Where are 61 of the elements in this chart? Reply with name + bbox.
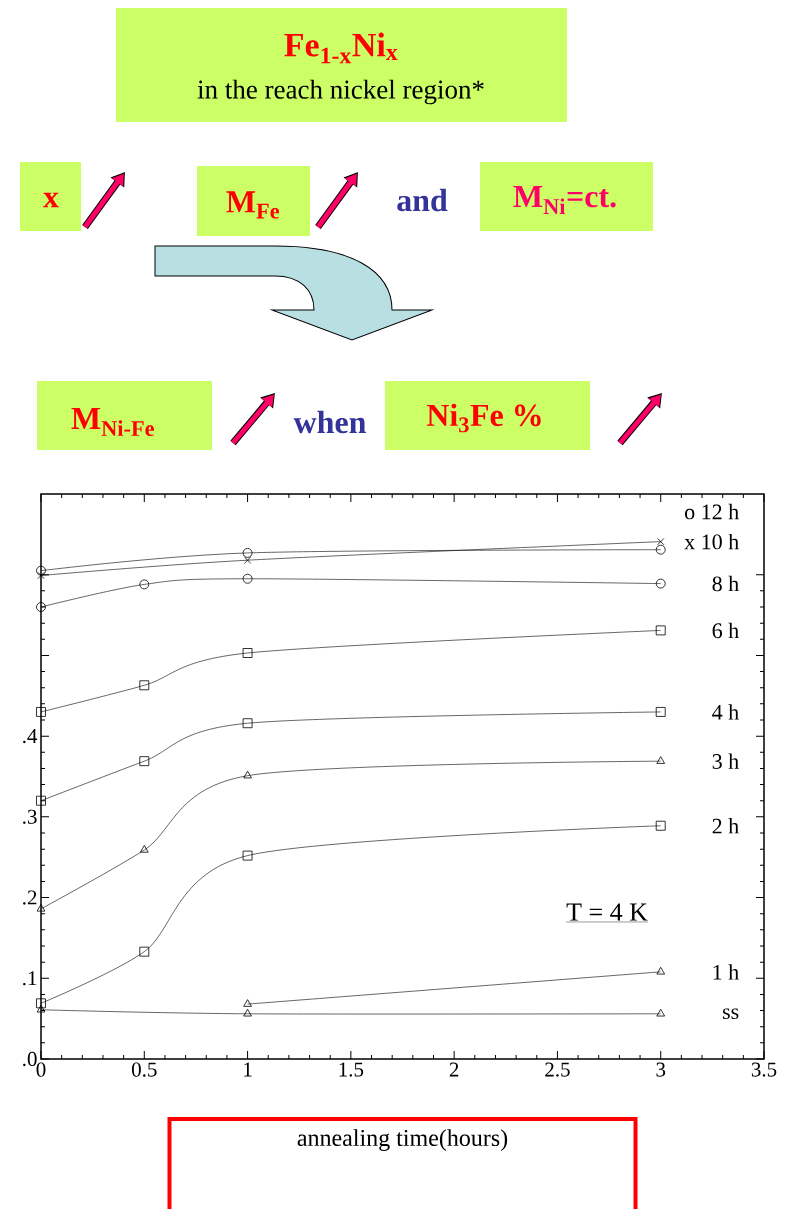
point	[656, 1008, 666, 1017]
legend-label: 6 h	[712, 622, 739, 639]
point	[36, 903, 46, 912]
legend-label: 3 h	[712, 753, 739, 769]
x-tick-label: 1	[244, 1062, 252, 1077]
point	[139, 680, 150, 691]
text: M$_{Ni}$=ct.	[513, 186, 616, 214]
legend-label: 8 h	[712, 575, 739, 592]
text: M$_{Fe}$	[226, 191, 280, 219]
x-axis-title: annealing time(hours)	[297, 1129, 508, 1151]
point	[655, 707, 666, 717]
text: M$_{Ni-Fe}$	[71, 407, 155, 437]
point	[37, 571, 45, 580]
point	[36, 707, 46, 717]
text: when	[293, 410, 366, 434]
text: x	[43, 192, 59, 208]
legend-label: 2 h	[712, 818, 739, 834]
legend-label: o 12 h	[685, 503, 739, 520]
x-tick-label: 0.5	[131, 1062, 157, 1077]
point	[655, 544, 666, 555]
legend-label: 4 h	[712, 704, 739, 720]
x-tick-label: 3	[656, 1062, 666, 1077]
text: Ni$_{3}$Fe %	[426, 403, 541, 433]
point	[139, 946, 150, 957]
chart-title: Fe$_{1-x}$Ni$_{x}$	[284, 32, 398, 64]
chart-subtitle: in the reach nickel region*	[197, 79, 484, 105]
text: and	[397, 188, 448, 212]
x-tick-label: 2.5	[545, 1062, 570, 1077]
point	[243, 1008, 252, 1017]
x-tick-label: 1.5	[339, 1062, 364, 1077]
point	[242, 648, 253, 658]
point	[243, 556, 252, 564]
y-tick-label: .4	[23, 729, 38, 744]
annotation: T = 4 K	[566, 903, 648, 921]
y-tick-label: .2	[23, 890, 37, 905]
y-tick-label: .3	[23, 809, 37, 824]
y-tick-label: .1	[23, 971, 37, 986]
point	[655, 625, 666, 636]
point	[139, 845, 149, 853]
point	[36, 602, 46, 612]
point	[656, 756, 666, 764]
point	[36, 565, 46, 576]
point	[36, 998, 46, 1009]
point	[657, 538, 665, 546]
legend-label: 1 h	[713, 964, 739, 980]
point	[139, 579, 150, 590]
y-tick-label: .0	[23, 1051, 37, 1067]
point	[242, 548, 253, 558]
point	[243, 770, 252, 779]
point	[242, 850, 253, 861]
x-tick-label: 3.5	[751, 1062, 777, 1077]
x-tick-label: 2	[449, 1062, 459, 1077]
point	[242, 573, 253, 584]
point	[36, 795, 46, 806]
series-label: x 10 h	[684, 533, 739, 550]
legend-label: ss	[722, 1008, 739, 1020]
point	[655, 820, 666, 831]
point	[139, 756, 150, 767]
point	[242, 718, 253, 729]
point	[655, 578, 666, 589]
x-tick-label: 0	[36, 1062, 46, 1077]
